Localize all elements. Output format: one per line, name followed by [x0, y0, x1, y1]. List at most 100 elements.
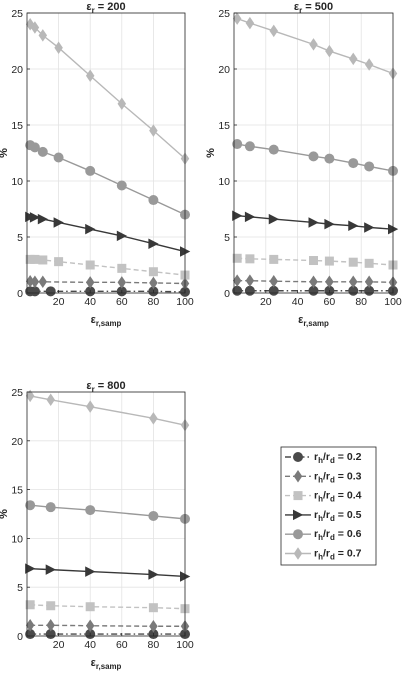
data-point: [148, 569, 159, 580]
y-axis-label: %: [0, 148, 10, 158]
data-point: [29, 286, 40, 297]
x-axis-label: εr,samp: [91, 657, 122, 671]
data-point: [245, 16, 255, 30]
y-axis-label: %: [205, 148, 217, 158]
data-point: [309, 38, 318, 51]
y-axis-label: %: [0, 509, 10, 519]
legend-entry: rh/rd = 0.3: [285, 470, 362, 484]
y-tick-label: 0: [17, 631, 23, 643]
legend-marker: [293, 547, 303, 560]
axes-frame: [233, 12, 394, 294]
series-03: [25, 619, 190, 633]
data-point: [30, 21, 40, 34]
data-point: [308, 217, 319, 228]
axes-frame: [26, 12, 186, 294]
data-point: [148, 603, 158, 613]
data-point: [309, 256, 318, 266]
data-point: [269, 24, 278, 38]
x-tick-label: 20: [260, 296, 272, 308]
legend-entry: rh/rd = 0.5: [285, 509, 362, 523]
data-point: [29, 142, 40, 153]
plot-area: [27, 392, 185, 636]
data-point: [25, 629, 36, 640]
legend-label: rh/rd = 0.3: [314, 470, 362, 484]
data-point: [148, 510, 159, 521]
legend-marker: [293, 529, 303, 540]
data-point: [244, 141, 255, 152]
data-point: [117, 276, 127, 289]
data-point: [85, 276, 95, 289]
x-tick-label: 100: [176, 296, 194, 308]
data-point: [325, 275, 334, 289]
chart-title: εr = 800: [86, 380, 125, 394]
series-03: [232, 274, 398, 289]
legend-label: rh/rd = 0.6: [314, 528, 362, 542]
legend-label: rh/rd = 0.5: [314, 509, 362, 523]
data-point: [324, 153, 335, 164]
legend-marker: [293, 452, 303, 462]
x-axis-label: εr,samp: [91, 314, 122, 328]
series-line: [30, 258, 186, 276]
data-point: [148, 267, 158, 277]
data-point: [85, 260, 95, 270]
series-06: [25, 140, 190, 220]
data-point: [232, 139, 243, 150]
x-tick-label: 40: [84, 296, 96, 308]
legend-entry: rh/rd = 0.6: [285, 528, 362, 542]
data-point: [54, 257, 64, 267]
legend-entry: rh/rd = 0.4: [285, 490, 362, 504]
data-point: [364, 161, 375, 172]
data-point: [149, 124, 158, 137]
x-tick-label: 20: [53, 296, 65, 308]
data-point: [37, 146, 48, 157]
x-tick-label: 40: [84, 639, 96, 651]
y-tick-label: 10: [11, 176, 23, 188]
data-point: [46, 601, 56, 611]
data-point: [45, 502, 56, 513]
legend-label: rh/rd = 0.7: [314, 548, 362, 562]
data-point: [232, 12, 242, 25]
y-tick-label: 5: [17, 232, 23, 244]
series-06: [25, 500, 190, 524]
data-point: [25, 600, 35, 610]
y-tick-label: 15: [218, 120, 230, 132]
data-point: [149, 619, 158, 633]
data-point: [245, 254, 255, 264]
data-point: [116, 180, 127, 191]
data-point: [244, 285, 255, 296]
y-tick-label: 20: [11, 436, 23, 448]
data-point: [148, 238, 159, 249]
y-tick-label: 10: [11, 533, 23, 545]
x-tick-label: 20: [53, 639, 65, 651]
axes-frame: [26, 391, 186, 637]
data-point: [37, 213, 49, 225]
data-point: [269, 274, 278, 288]
data-point: [245, 274, 255, 287]
data-point: [30, 275, 40, 289]
data-point: [30, 254, 40, 264]
series-05: [25, 211, 191, 257]
series-06: [232, 139, 398, 176]
data-point: [232, 274, 242, 287]
legend-marker: [293, 491, 303, 501]
data-point: [268, 213, 279, 225]
data-point: [38, 275, 48, 289]
y-tick-label: 5: [17, 582, 23, 594]
y-tick-label: 15: [11, 485, 23, 497]
data-point: [324, 218, 335, 230]
data-point: [117, 263, 127, 273]
data-point: [364, 258, 374, 268]
data-point: [38, 255, 48, 265]
series-07: [232, 12, 398, 80]
data-point: [348, 158, 359, 169]
data-point: [349, 275, 358, 289]
x-tick-label: 60: [116, 296, 128, 308]
x-tick-label: 100: [384, 296, 402, 308]
data-point: [349, 52, 358, 66]
chart-title: εr = 200: [86, 1, 125, 15]
legend-label: rh/rd = 0.2: [314, 451, 362, 465]
legend-label: rh/rd = 0.4: [314, 490, 362, 504]
x-tick-label: 60: [324, 296, 336, 308]
chart-title: εr = 500: [294, 1, 333, 15]
x-tick-label: 80: [148, 296, 160, 308]
